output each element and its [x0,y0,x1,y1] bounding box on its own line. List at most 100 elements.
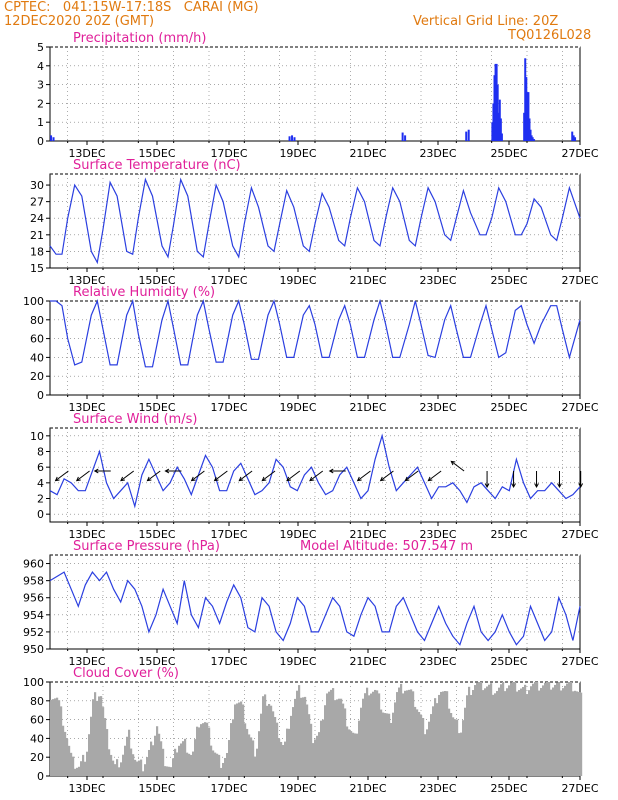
cloud-bar [196,726,199,776]
cloud-bar [372,691,375,776]
cloud-bar [172,758,175,776]
x-tick-label: 17DEC [210,655,247,668]
y-tick-label: 4 [37,60,44,73]
y-tick-label: 2 [37,97,44,110]
cloud-bar [78,766,81,776]
precip-bar [530,135,533,141]
y-tick-label: 0 [37,508,44,521]
cloud-bar [476,682,479,776]
x-tick-label: 17DEC [210,528,247,541]
cloud-bar [338,698,341,776]
x-tick-label: 21DEC [349,528,386,541]
precip-bar [52,137,55,141]
wind-arrow-head [328,468,334,474]
cloud-bar [122,754,125,776]
cloud-bar [320,720,323,776]
cloud-bar [278,738,281,776]
x-tick-label: 19DEC [279,528,316,541]
cloud-bar [116,759,119,776]
cloud-bar [500,684,503,776]
cloud-bar [560,690,563,776]
wind-arrow-head [356,476,362,482]
y-tick-label: 30 [30,179,44,192]
y-tick-label: 40 [30,732,44,745]
precip-bar [495,63,498,141]
x-tick-label: 27DEC [561,782,598,795]
cloud-bar [106,729,109,776]
plot-frame [49,173,581,269]
cloud-bar [352,732,355,776]
wind-arrow [357,470,371,482]
y-tick-label: 24 [30,212,44,225]
x-tick-label: 27DEC [561,655,598,668]
cloud-bar [504,691,507,776]
wind-arrow [239,470,253,482]
cloud-bar [268,703,271,776]
precip-bar [491,122,494,141]
precip-bar [404,135,407,141]
y-tick-label: 60 [30,333,44,346]
series-line [49,433,581,509]
cloud-bar [126,736,129,776]
cloud-bar [456,719,459,776]
plot-frame [49,554,581,650]
cloud-bar [60,706,63,776]
cloud-bar [434,698,437,776]
cloud-bar [536,682,539,776]
cloud-bar [484,688,487,776]
precip-bar [574,137,577,141]
y-tick-label: 100 [23,295,44,308]
cloud-bar [162,748,165,776]
cloud-bar [362,698,365,776]
cloud-bar [388,713,391,776]
cloud-bar [120,762,123,776]
panel-subtitle: Model Altitude: 507.547 m [300,539,473,554]
cloud-bar [420,715,423,776]
cloud-bar [236,703,239,776]
precip-bar [526,92,529,141]
x-tick-label: 19DEC [279,147,316,160]
wind-arrow-head [450,460,456,466]
precip-bar [496,84,499,141]
x-tick-label: 21DEC [349,782,386,795]
cloud-bar [312,743,315,776]
cloud-bar [360,707,363,776]
cloud-bar [552,687,555,776]
cloud-bar [110,754,113,776]
cloud-bar [188,753,191,776]
cloud-bar [558,682,561,776]
cloud-bar [346,726,349,776]
cloud-bar [168,766,171,776]
cloud-bar [202,723,205,776]
cloud-bar [308,714,311,776]
cloud-bar [478,682,481,776]
plot-frame [49,300,581,396]
cloud-bar [576,691,579,776]
precip-bar [533,139,536,141]
cloud-bar [76,767,79,776]
wind-arrow-head [578,483,584,489]
cloud-bar [396,692,399,776]
x-tick-label: 15DEC [138,274,175,287]
cloud-bar [180,743,183,776]
cloud-bar [310,723,313,776]
cloud-bar [426,729,429,776]
cloud-bar [62,725,65,776]
y-tick-label: 21 [30,229,44,242]
cloud-bar [344,708,347,776]
cloud-bar [204,722,207,776]
cloud-bar [152,745,155,776]
y-tick-label: 10 [30,430,44,443]
y-tick-label: 20 [30,370,44,383]
cloud-bar [100,696,103,776]
cloud-bar [300,697,303,776]
panel-4: Surface Pressure (hPa) Model Altitude: 50… [23,539,599,668]
cloud-bar [140,759,143,776]
wind-arrow-head [120,476,125,482]
cloud-bar [430,714,433,776]
x-tick-label: 17DEC [210,782,247,795]
cloud-bar [276,722,279,776]
cloud-bar [270,705,273,776]
cloud-bar [566,683,569,776]
cloud-bar [218,754,221,776]
